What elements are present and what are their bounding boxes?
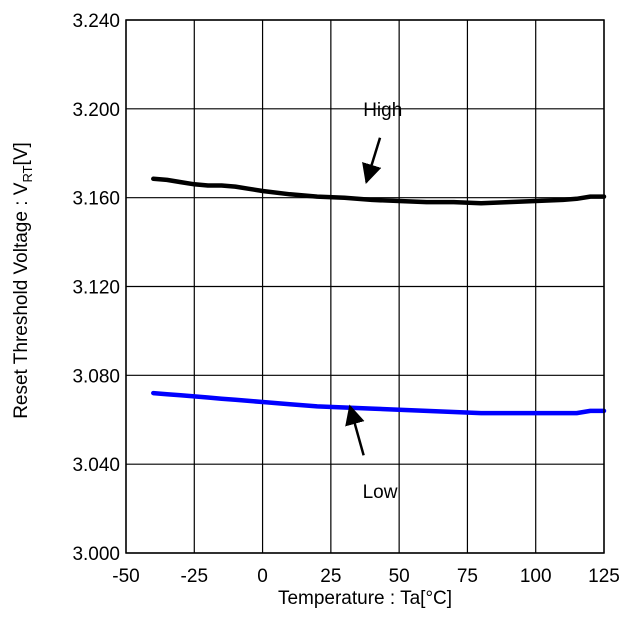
annotations: High Low	[345, 100, 402, 503]
x-tick-labels: -50 -25 0 25 50 75 100 125	[112, 566, 620, 587]
x-axis-title: Temperature : Ta[°C]	[278, 588, 452, 609]
x-tick-label: 0	[257, 566, 268, 587]
y-tick-label: 3.080	[72, 366, 120, 387]
y-axis-title-unit: [V]	[11, 142, 32, 165]
plot-frame	[125, 19, 605, 554]
x-tick-label: 100	[520, 566, 552, 587]
annotation-label-low: Low	[363, 482, 398, 503]
y-tick-label: 3.200	[72, 100, 120, 121]
y-tick-label: 3.120	[72, 278, 120, 299]
y-axis-title: Reset Threshold Voltage : VRT[V]	[11, 142, 35, 419]
y-axis-title-subscript: RT	[20, 165, 35, 182]
x-tick-label: 50	[389, 566, 410, 587]
annotation-arrow-high	[362, 137, 382, 185]
series-layer	[151, 176, 607, 416]
series-line-low	[151, 390, 607, 416]
y-tick-label: 3.160	[72, 189, 120, 210]
x-tick-label: 125	[588, 566, 620, 587]
x-tick-label: -50	[112, 566, 139, 587]
y-tick-labels: 3.000 3.040 3.080 3.120 3.160 3.200 3.240	[72, 11, 120, 565]
series-line-high	[151, 176, 607, 206]
y-tick-label: 3.040	[72, 455, 120, 476]
x-tick-label: -25	[181, 566, 208, 587]
x-tick-label: 25	[320, 566, 341, 587]
annotation-arrow-low	[345, 404, 365, 456]
y-tick-label: 3.240	[72, 11, 120, 32]
y-tick-label: 3.000	[72, 544, 120, 565]
annotation-label-high: High	[363, 100, 402, 121]
x-tick-label: 75	[457, 566, 478, 587]
y-axis-title-main: Reset Threshold Voltage : V	[11, 182, 32, 419]
